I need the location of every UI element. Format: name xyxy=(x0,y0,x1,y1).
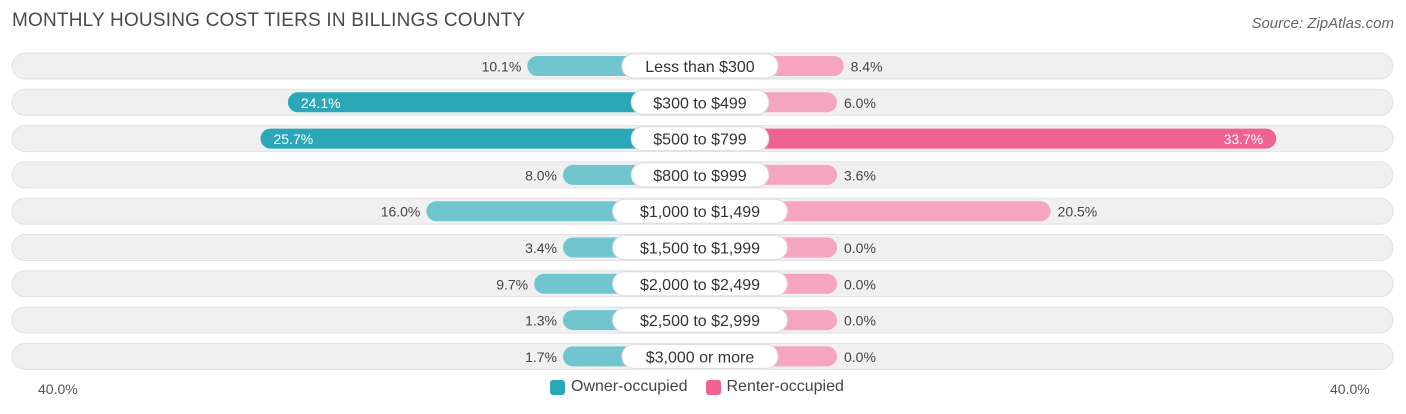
renter-value-label: 0.0% xyxy=(844,240,876,256)
renter-bar xyxy=(700,201,1051,222)
category-pill xyxy=(612,235,788,260)
category-label: $500 to $799 xyxy=(653,132,747,149)
owner-value-label: 3.4% xyxy=(525,240,557,256)
category-pill xyxy=(630,89,770,115)
axis-left-label: 40.0% xyxy=(38,381,78,397)
owner-value-label: 10.1% xyxy=(482,59,522,75)
renter-bar xyxy=(700,128,1277,149)
legend-item-renter[interactable]: Renter-occupied xyxy=(705,378,844,396)
owner-value-label: 8.0% xyxy=(525,167,557,183)
owner-value-label: 9.7% xyxy=(496,276,528,292)
renter-value-label: 0.0% xyxy=(844,349,876,365)
category-label: $800 to $999 xyxy=(653,168,747,185)
category-pill xyxy=(612,198,788,224)
category-label: $1,000 to $1,499 xyxy=(640,204,760,221)
renter-swatch xyxy=(705,379,721,395)
category-label: $300 to $499 xyxy=(653,95,747,112)
category-label: Less than $300 xyxy=(645,59,755,76)
owner-value-label: 1.7% xyxy=(525,349,557,365)
renter-value-label: 6.0% xyxy=(844,95,876,111)
category-pill xyxy=(612,307,788,333)
renter-value-label: 8.4% xyxy=(851,59,883,75)
category-pill xyxy=(630,126,770,152)
source-label: Source: ZipAtlas.com xyxy=(1251,15,1394,32)
axis-right-label: 40.0% xyxy=(1330,381,1370,397)
chart-title: MONTHLY HOUSING COST TIERS IN BILLINGS C… xyxy=(12,10,526,31)
category-label: $1,500 to $1,999 xyxy=(640,241,760,258)
owner-bar xyxy=(287,92,700,113)
category-pill xyxy=(612,271,788,297)
legend-item-owner[interactable]: Owner-occupied xyxy=(550,378,688,396)
legend: Owner-occupied Renter-occupied xyxy=(550,378,844,396)
renter-value-label: 20.5% xyxy=(1058,204,1098,220)
category-pill xyxy=(621,53,779,79)
category-pill xyxy=(630,162,770,188)
category-label: $2,500 to $2,999 xyxy=(640,313,760,330)
category-label: $3,000 or more xyxy=(646,349,755,366)
category-pill xyxy=(621,343,779,369)
renter-value-label: 33.7% xyxy=(1224,131,1264,147)
owner-swatch xyxy=(550,379,565,395)
owner-value-label: 25.7% xyxy=(274,131,314,147)
owner-bar xyxy=(260,128,700,149)
legend-label-owner: Owner-occupied xyxy=(571,378,688,395)
category-label: $2,000 to $2,499 xyxy=(640,277,760,294)
owner-value-label: 1.3% xyxy=(525,313,557,329)
owner-value-label: 24.1% xyxy=(301,95,341,111)
legend-label-renter: Renter-occupied xyxy=(726,378,844,395)
owner-value-label: 16.0% xyxy=(381,204,421,220)
renter-value-label: 0.0% xyxy=(844,276,876,292)
renter-value-label: 0.0% xyxy=(844,313,876,329)
renter-value-label: 3.6% xyxy=(844,167,876,183)
